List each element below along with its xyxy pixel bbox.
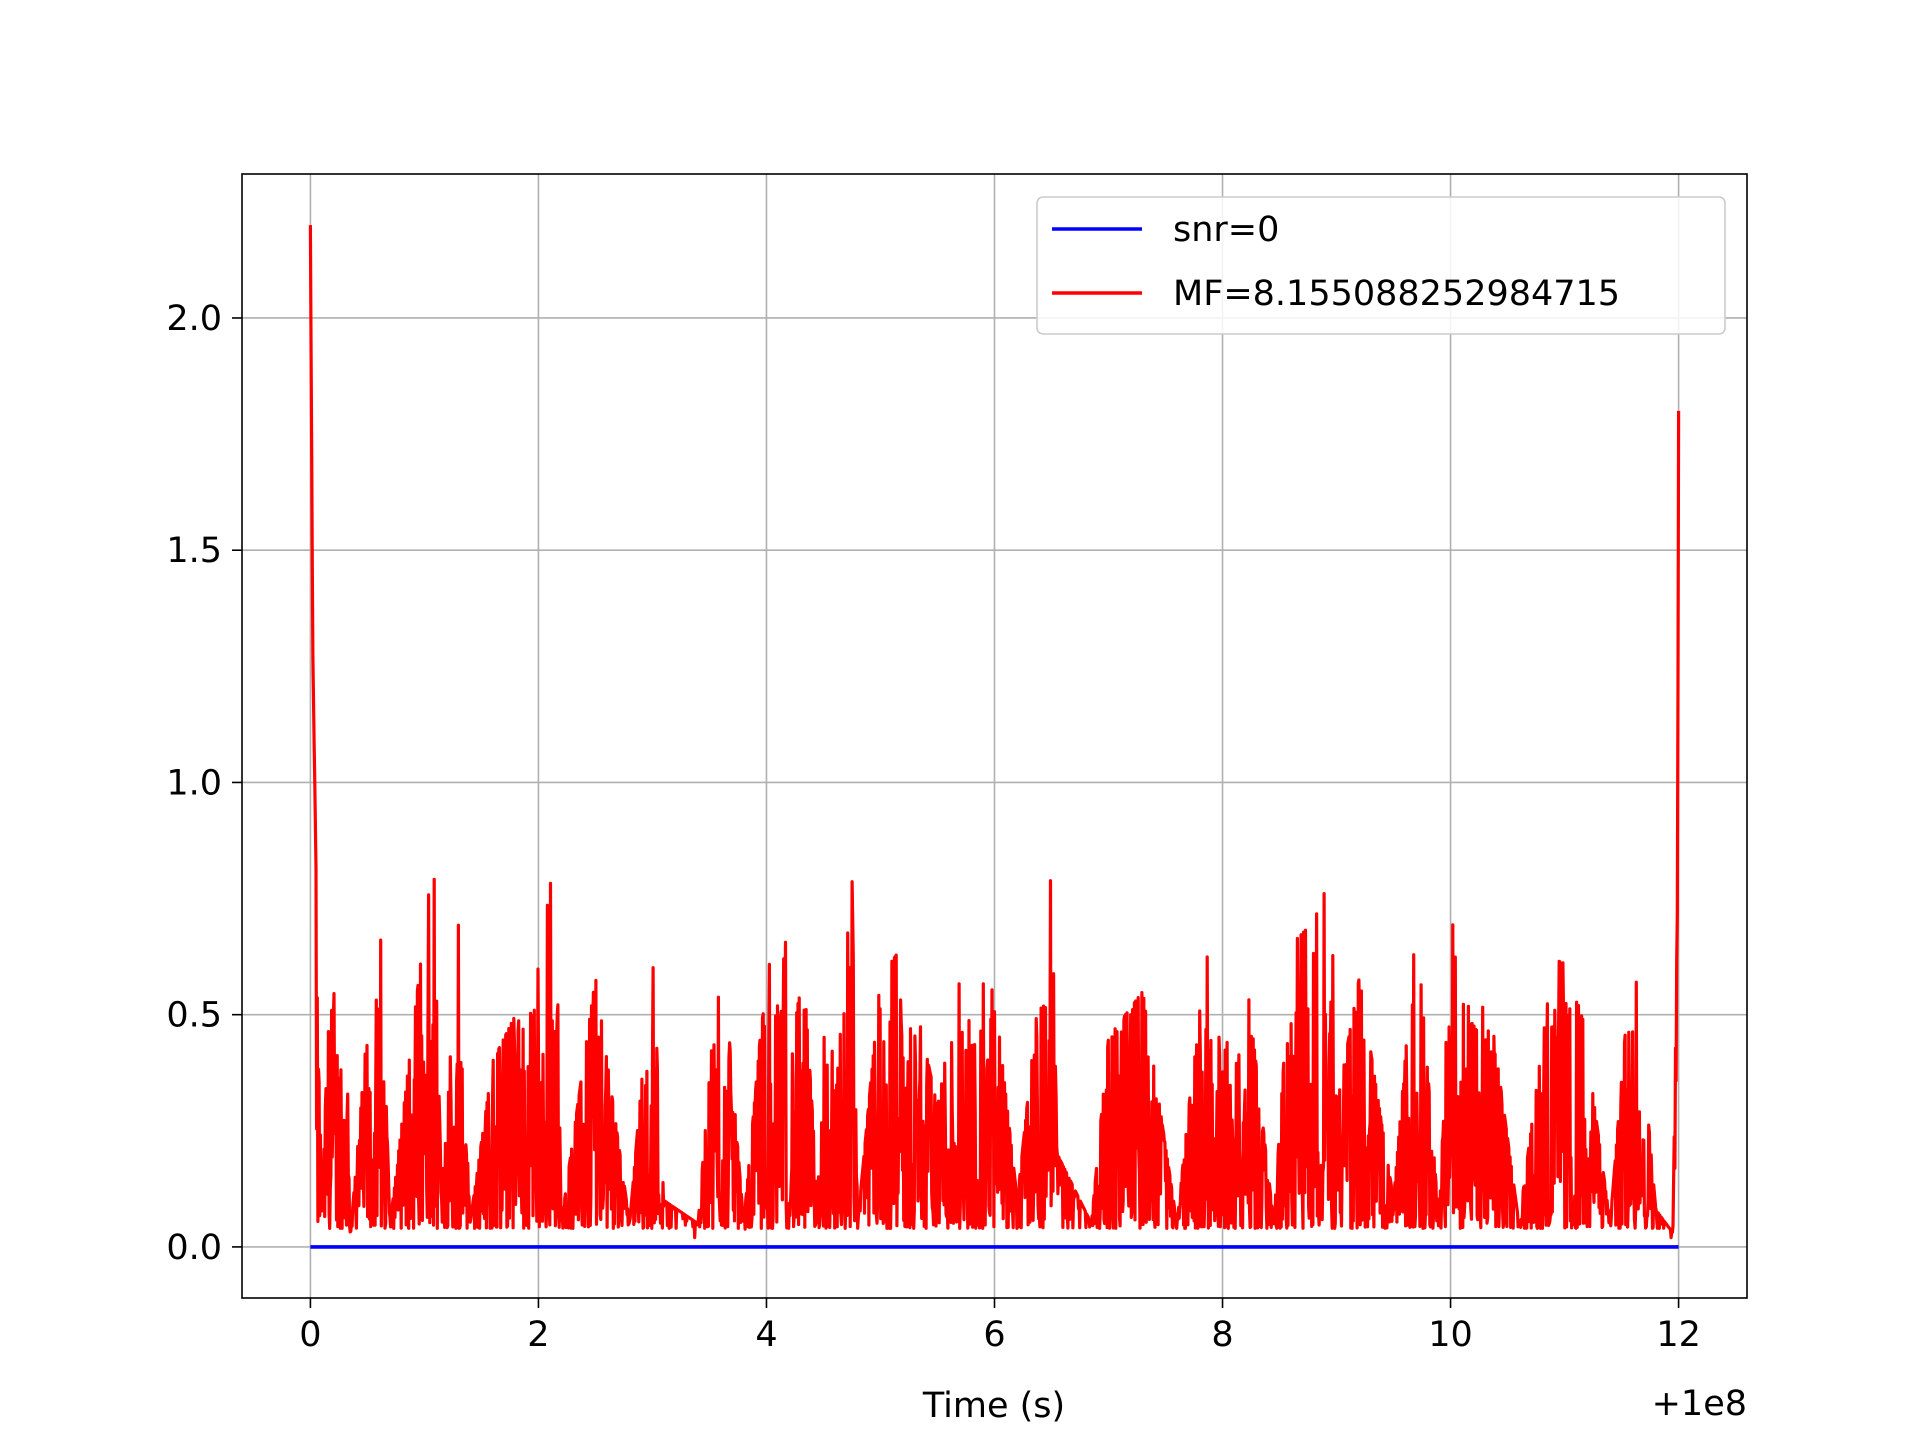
y-axis-ticks: 0.0 0.5 1.0 1.5 2.0	[166, 299, 242, 1268]
legend: snr=0 MF=8.155088252984715	[1036, 196, 1726, 335]
series-line-mf	[308, 225, 1681, 1240]
y-tick-label: 0.0	[166, 1228, 222, 1268]
y-tick-label: 2.0	[166, 299, 222, 339]
x-tick-label: 12	[1656, 1315, 1701, 1355]
legend-label-mf: MF=8.155088252984715	[1173, 274, 1620, 314]
x-axis-label: Time (s)	[922, 1386, 1065, 1426]
y-tick-label: 1.5	[166, 531, 222, 571]
series-layer	[308, 225, 1681, 1249]
x-tick-label: 8	[1211, 1315, 1233, 1355]
x-tick-label: 2	[527, 1315, 549, 1355]
x-tick-label: 10	[1428, 1315, 1473, 1355]
legend-label-snr: snr=0	[1173, 210, 1279, 250]
x-tick-label: 4	[755, 1315, 777, 1355]
legend-box	[1036, 196, 1726, 335]
x-tick-label: 0	[299, 1315, 321, 1355]
y-tick-label: 0.5	[166, 996, 222, 1036]
x-tick-label: 6	[983, 1315, 1005, 1355]
y-tick-label: 1.0	[166, 763, 222, 803]
x-axis-offset-label: +1e8	[1652, 1384, 1747, 1424]
x-axis-ticks: 0 2 4 6 8 10 12	[299, 1298, 1701, 1355]
